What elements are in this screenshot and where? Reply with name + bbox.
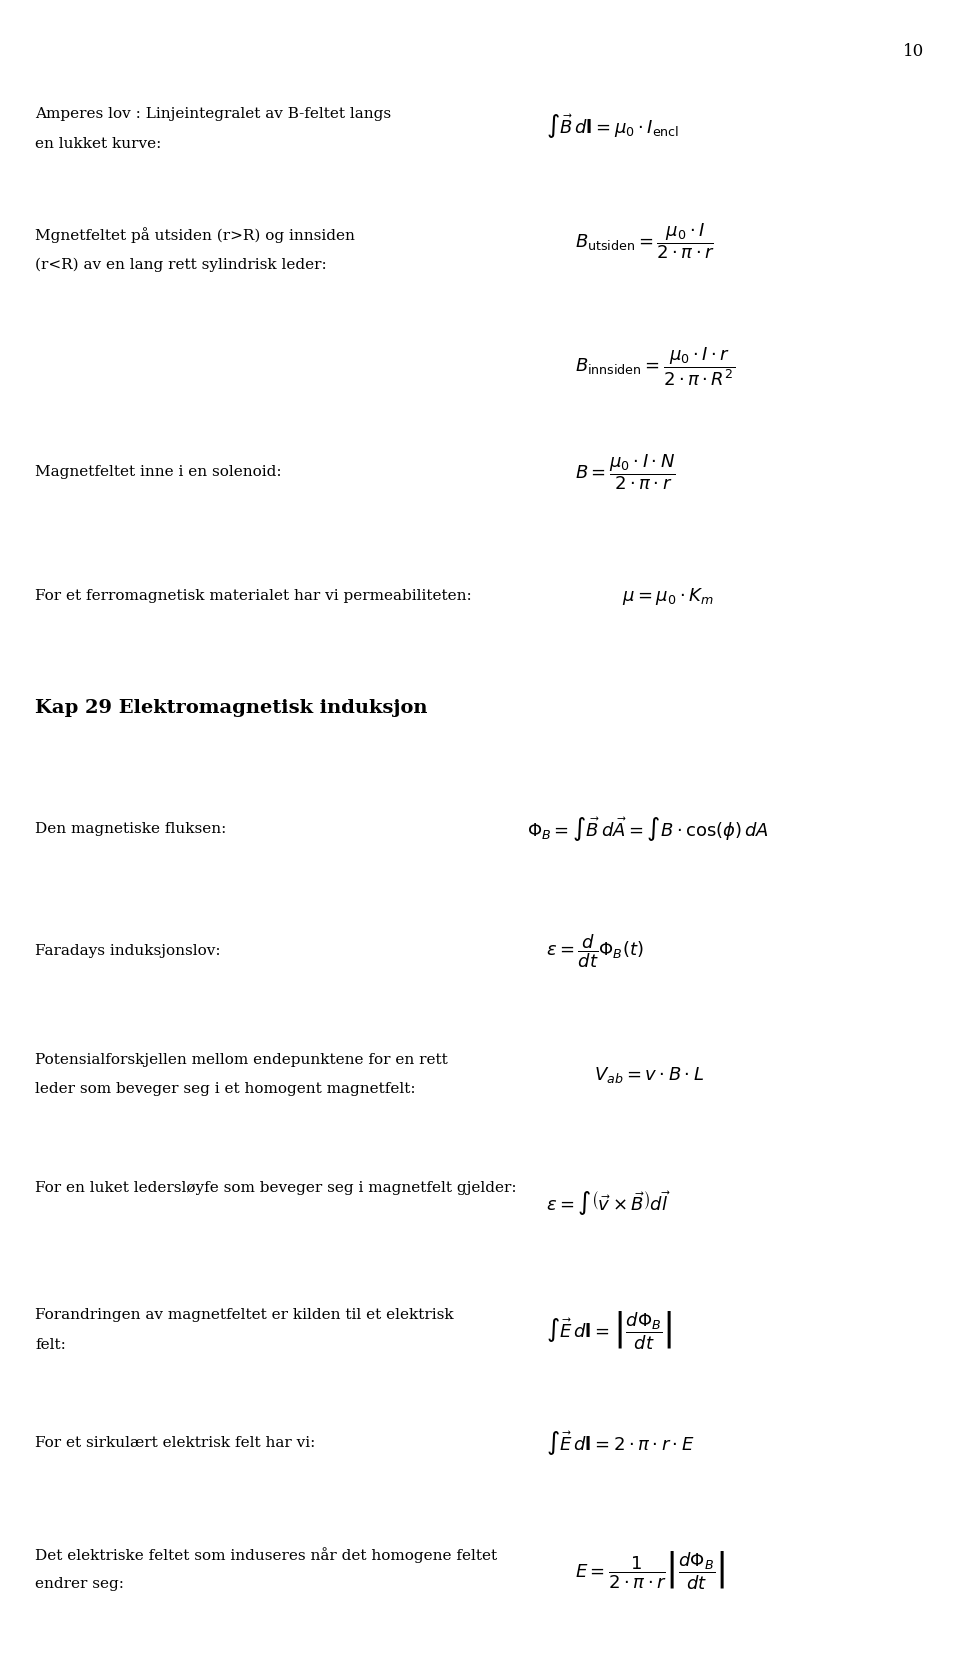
- Text: $B = \dfrac{\mu_0 \cdot I \cdot N}{2 \cdot \pi \cdot r}$: $B = \dfrac{\mu_0 \cdot I \cdot N}{2 \cd…: [575, 453, 675, 493]
- Text: $B_{\mathrm{utsiden}} = \dfrac{\mu_0 \cdot I}{2 \cdot \pi \cdot r}$: $B_{\mathrm{utsiden}} = \dfrac{\mu_0 \cd…: [575, 221, 714, 261]
- Text: For et sirkulært elektrisk felt har vi:: For et sirkulært elektrisk felt har vi:: [36, 1436, 316, 1449]
- Text: felt:: felt:: [36, 1338, 66, 1353]
- Text: Faradays induksjonslov:: Faradays induksjonslov:: [36, 943, 221, 958]
- Text: $\varepsilon = \dfrac{d}{dt}\Phi_B(t)$: $\varepsilon = \dfrac{d}{dt}\Phi_B(t)$: [546, 932, 644, 970]
- Text: For en luket ledersløyfe som beveger seg i magnetfelt gjelder:: For en luket ledersløyfe som beveger seg…: [36, 1181, 516, 1195]
- Text: endrer seg:: endrer seg:: [36, 1577, 125, 1591]
- Text: Det elektriske feltet som induseres når det homogene feltet: Det elektriske feltet som induseres når …: [36, 1548, 497, 1562]
- Text: 10: 10: [903, 43, 924, 60]
- Text: $V_{ab} = v \cdot B \cdot L$: $V_{ab} = v \cdot B \cdot L$: [593, 1065, 704, 1085]
- Text: Den magnetiske fluksen:: Den magnetiske fluksen:: [36, 822, 227, 835]
- Text: $\mu = \mu_0 \cdot K_m$: $\mu = \mu_0 \cdot K_m$: [622, 586, 713, 607]
- Text: $\int \vec{B}\,d\mathbf{l} = \mu_0 \cdot I_{\mathrm{encl}}$: $\int \vec{B}\,d\mathbf{l} = \mu_0 \cdot…: [546, 111, 680, 140]
- Text: leder som beveger seg i et homogent magnetfelt:: leder som beveger seg i et homogent magn…: [36, 1082, 416, 1097]
- Text: $\int \vec{E}\,d\mathbf{l} = 2 \cdot \pi \cdot r \cdot E$: $\int \vec{E}\,d\mathbf{l} = 2 \cdot \pi…: [546, 1428, 695, 1456]
- Text: Mgnetfeltet på utsiden (r>R) og innsiden: Mgnetfeltet på utsiden (r>R) og innsiden: [36, 226, 355, 243]
- Text: $E = \dfrac{1}{2 \cdot \pi \cdot r} \left| \dfrac{d\Phi_B}{dt} \right|$: $E = \dfrac{1}{2 \cdot \pi \cdot r} \lef…: [575, 1549, 725, 1591]
- Text: en lukket kurve:: en lukket kurve:: [36, 136, 161, 151]
- Text: Forandringen av magnetfeltet er kilden til et elektrisk: Forandringen av magnetfeltet er kilden t…: [36, 1308, 454, 1323]
- Text: $\varepsilon = \int \left( \vec{v} \times \vec{B} \right) d\vec{l}$: $\varepsilon = \int \left( \vec{v} \time…: [546, 1188, 671, 1218]
- Text: Potensialforskjellen mellom endepunktene for en rett: Potensialforskjellen mellom endepunktene…: [36, 1053, 448, 1067]
- Text: Magnetfeltet inne i en solenoid:: Magnetfeltet inne i en solenoid:: [36, 466, 282, 479]
- Text: For et ferromagnetisk materialet har vi permeabiliteten:: For et ferromagnetisk materialet har vi …: [36, 589, 472, 602]
- Text: (r<R) av en lang rett sylindrisk leder:: (r<R) av en lang rett sylindrisk leder:: [36, 258, 327, 271]
- Text: Kap 29 Elektromagnetisk induksjon: Kap 29 Elektromagnetisk induksjon: [36, 699, 428, 717]
- Text: $\int \vec{E}\,d\mathbf{l} = \left| \dfrac{d\Phi_B}{dt} \right|$: $\int \vec{E}\,d\mathbf{l} = \left| \dfr…: [546, 1310, 673, 1351]
- Text: $\Phi_B = \int \vec{B}\,d\vec{A} = \int B \cdot \cos(\phi)\,dA$: $\Phi_B = \int \vec{B}\,d\vec{A} = \int …: [527, 815, 769, 842]
- Text: $B_{\mathrm{innsiden}} = \dfrac{\mu_0 \cdot I \cdot r}{2 \cdot \pi \cdot R^2}$: $B_{\mathrm{innsiden}} = \dfrac{\mu_0 \c…: [575, 346, 734, 388]
- Text: Amperes lov : Linjeintegralet av B-feltet langs: Amperes lov : Linjeintegralet av B-felte…: [36, 106, 392, 121]
